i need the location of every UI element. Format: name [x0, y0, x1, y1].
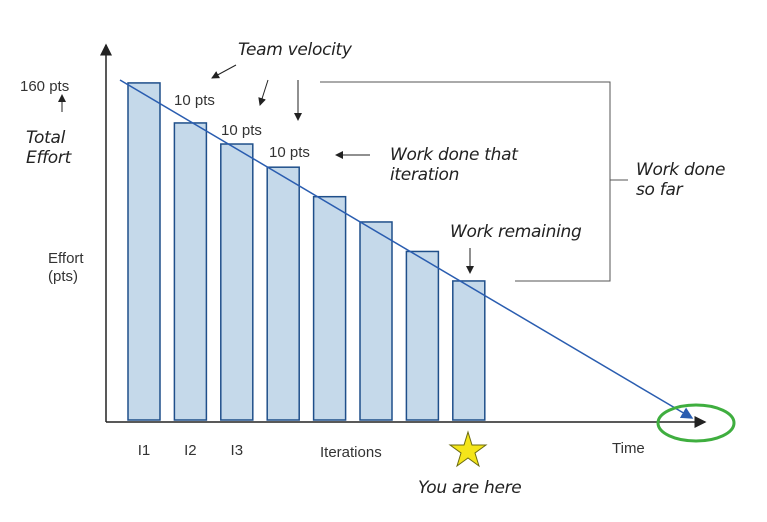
arrow: [211, 64, 237, 79]
x-tick-label: I3: [231, 442, 244, 459]
annotation: 10 pts: [269, 144, 310, 161]
bar: [220, 143, 254, 421]
bar: [452, 280, 486, 421]
annotation: Team velocity: [238, 40, 352, 60]
bar: [266, 166, 300, 421]
x-axis-label: Iterations: [320, 444, 382, 461]
annotation: 10 pts: [174, 92, 215, 109]
annotation: Total Effort: [26, 128, 71, 168]
y-axis-label: Effort (pts): [48, 250, 84, 285]
bracket: [320, 81, 611, 282]
arrow: [258, 79, 269, 106]
annotation: You are here: [418, 478, 522, 498]
star: [448, 430, 488, 468]
bar: [127, 82, 161, 421]
bar: [173, 122, 208, 421]
bar: [312, 195, 347, 421]
annotation: 10 pts: [221, 122, 262, 139]
x-tick-label: I2: [184, 442, 197, 459]
bar: [359, 221, 393, 421]
highlight-circle: [656, 403, 736, 443]
bar: [405, 250, 440, 421]
burndown-line: [119, 79, 694, 419]
y-tick-label: 160 pts: [20, 78, 70, 95]
annotation: Work done that iteration: [390, 145, 518, 185]
x-tick-label: I1: [138, 442, 151, 459]
annotation: Work remaining: [450, 222, 582, 242]
annotation: Work done so far: [636, 160, 726, 200]
x-end-label: Time: [612, 440, 645, 457]
